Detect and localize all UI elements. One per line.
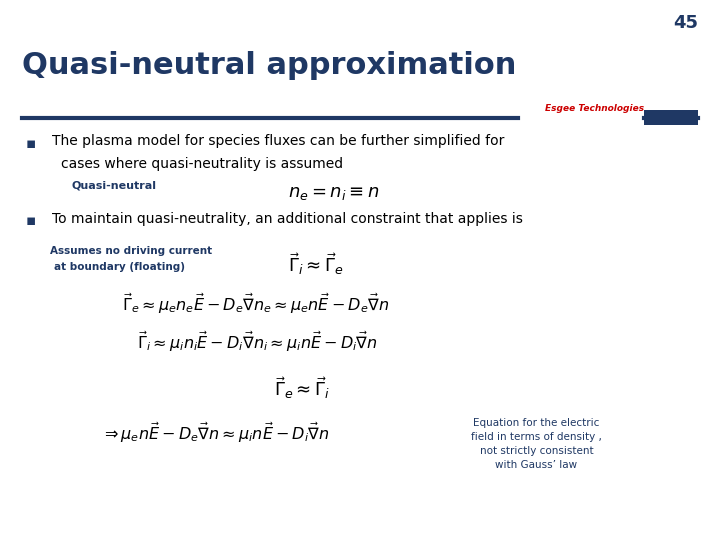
Text: Quasi-neutral approximation: Quasi-neutral approximation <box>22 51 516 80</box>
Text: $\Rightarrow \mu_e n\vec{E} - D_e \vec{\nabla} n \approx \mu_i n\vec{E} - D_i \v: $\Rightarrow \mu_e n\vec{E} - D_e \vec{\… <box>101 421 329 445</box>
Text: 45: 45 <box>673 14 698 31</box>
FancyBboxPatch shape <box>644 110 698 125</box>
Text: cases where quasi-neutrality is assumed: cases where quasi-neutrality is assumed <box>61 157 343 171</box>
Text: Esgee Technologies: Esgee Technologies <box>545 104 644 113</box>
Text: at boundary (floating): at boundary (floating) <box>54 262 185 272</box>
Text: Quasi-neutral: Quasi-neutral <box>72 181 157 191</box>
Text: $\vec{\Gamma}_e \approx \mu_e n_e \vec{E} - D_e \vec{\nabla} n_e \approx \mu_e n: $\vec{\Gamma}_e \approx \mu_e n_e \vec{E… <box>122 292 390 316</box>
Text: $\vec{\Gamma}_e \approx \vec{\Gamma}_i$: $\vec{\Gamma}_e \approx \vec{\Gamma}_i$ <box>274 375 330 401</box>
Text: ▪: ▪ <box>25 213 35 228</box>
Text: Assumes no driving current: Assumes no driving current <box>50 246 212 256</box>
Text: ▪: ▪ <box>25 136 35 151</box>
Text: $\vec{\Gamma}_i \approx \mu_i n_i \vec{E} - D_i \vec{\nabla} n_i \approx \mu_i n: $\vec{\Gamma}_i \approx \mu_i n_i \vec{E… <box>137 329 377 354</box>
Text: Equation for the electric
field in terms of density ,
not strictly consistent
wi: Equation for the electric field in terms… <box>471 418 602 470</box>
Text: $\vec{\Gamma}_i \approx \vec{\Gamma}_e$: $\vec{\Gamma}_i \approx \vec{\Gamma}_e$ <box>288 251 343 277</box>
Text: To maintain quasi-neutrality, an additional constraint that applies is: To maintain quasi-neutrality, an additio… <box>52 212 523 226</box>
Text: The plasma model for species fluxes can be further simplified for: The plasma model for species fluxes can … <box>52 134 504 148</box>
Text: $n_e = n_i \equiv n$: $n_e = n_i \equiv n$ <box>288 184 379 201</box>
